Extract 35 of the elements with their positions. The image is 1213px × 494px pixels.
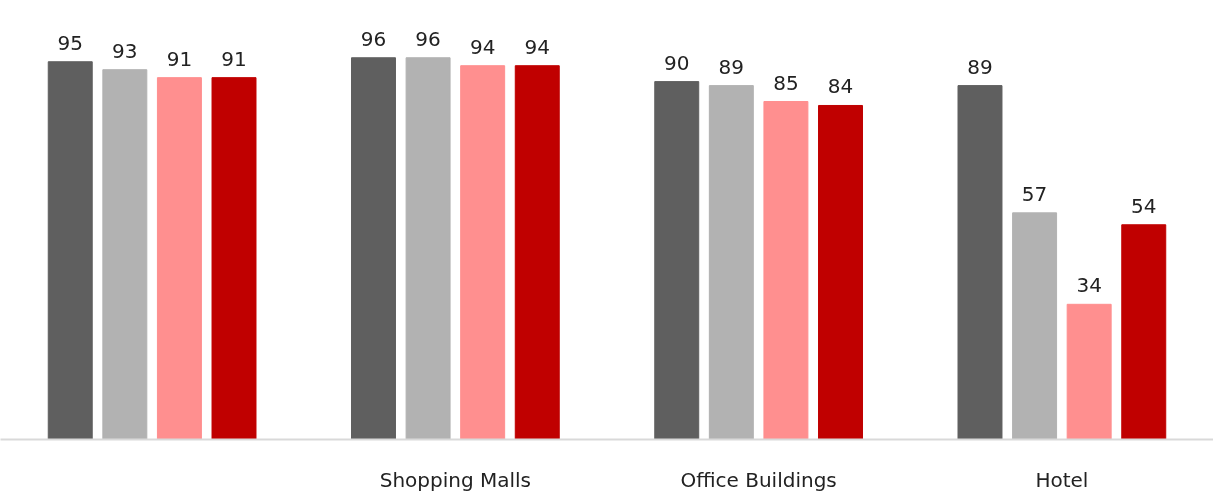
data-label: 85 — [773, 70, 799, 95]
data-label: 94 — [524, 34, 550, 59]
bar — [1012, 212, 1058, 440]
data-label: 91 — [166, 46, 193, 71]
data-label: 91 — [221, 46, 247, 71]
data-label: 34 — [1076, 273, 1102, 298]
bar — [1066, 303, 1112, 440]
x-tick-label: Office Buildings — [680, 467, 837, 492]
data-label: 96 — [360, 26, 387, 51]
bar — [211, 77, 257, 440]
data-label: 54 — [1131, 193, 1157, 218]
data-label: 90 — [664, 50, 690, 75]
data-label: 57 — [1021, 181, 1048, 206]
bar — [351, 57, 396, 440]
data-label: 84 — [827, 74, 854, 99]
bar — [1121, 224, 1167, 440]
x-tick-label: Hotel — [1035, 467, 1089, 492]
bar — [818, 104, 863, 440]
x-tick-label: Shopping Malls — [379, 467, 532, 492]
bar — [654, 81, 700, 440]
bar — [156, 77, 202, 440]
bar — [514, 65, 560, 440]
data-label: 96 — [415, 26, 441, 51]
bar — [708, 85, 754, 440]
data-label: 93 — [112, 38, 138, 63]
bar — [47, 61, 93, 440]
data-label: 89 — [718, 54, 745, 79]
data-label: 89 — [967, 54, 993, 79]
data-label: 95 — [57, 30, 83, 55]
bar — [102, 69, 148, 440]
data-label: 94 — [469, 34, 496, 59]
bar — [405, 57, 451, 440]
bar — [957, 85, 1003, 440]
bar — [460, 65, 506, 440]
bar — [763, 101, 809, 440]
